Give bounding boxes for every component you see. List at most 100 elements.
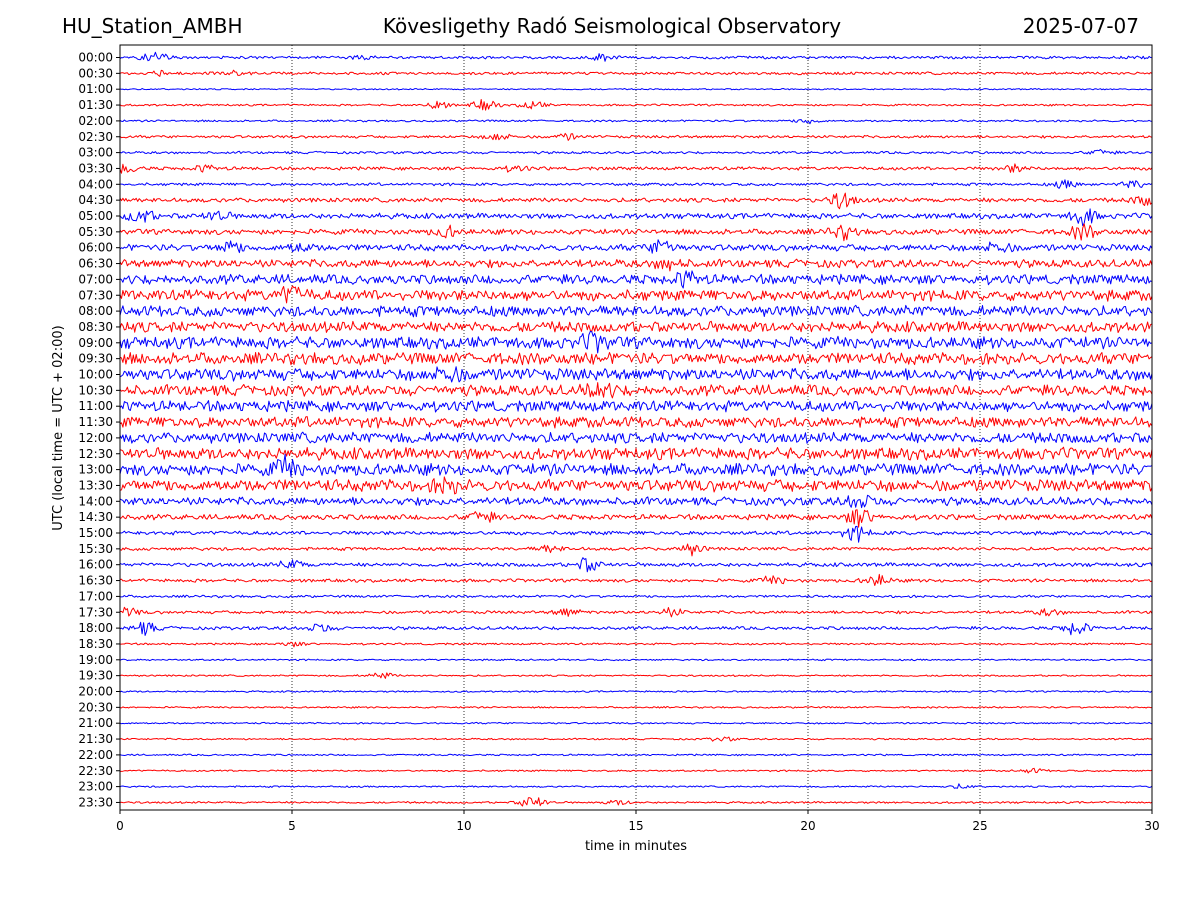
trace-1230 [119,446,1153,461]
trace-0530 [119,223,1153,242]
trace-1130 [119,416,1153,429]
trace-1830 [120,641,1153,648]
y-tick-label: 08:30 [78,320,113,334]
trace-0300 [119,149,1153,155]
y-tick-label: 11:30 [78,415,113,429]
y-tick-label: 21:00 [78,716,113,730]
x-tick-label: 30 [1144,819,1159,833]
trace-1000 [119,366,1153,383]
y-tick-label: 15:30 [78,542,113,556]
y-tick-label: 02:30 [78,130,113,144]
trace-0800 [119,304,1153,318]
y-tick-label: 04:00 [78,177,113,191]
trace-0100 [119,88,1153,91]
y-tick-label: 08:00 [78,304,113,318]
trace-2300 [119,783,1153,789]
trace-0000 [119,51,1153,62]
y-tick-label: 06:30 [78,257,113,271]
trace-0500 [119,208,1153,227]
y-tick-label: 17:30 [78,605,113,619]
trace-0900 [119,330,1153,354]
x-tick-label: 15 [628,819,643,833]
trace-0130 [119,99,1153,111]
y-tick-label: 14:30 [78,510,113,524]
y-tick-label: 07:30 [78,288,113,302]
x-tick-label: 10 [456,819,471,833]
y-tick-label: 20:00 [78,685,113,699]
trace-1400 [119,494,1153,509]
y-tick-label: 10:30 [78,383,113,397]
y-tick-label: 14:00 [78,494,113,508]
trace-0630 [119,258,1153,272]
trace-1430 [119,509,1153,528]
y-tick-label: 00:00 [78,51,113,65]
trace-0930 [119,352,1153,366]
y-tick-label: 06:00 [78,241,113,255]
x-tick-label: 0 [116,819,124,833]
station-name: HU_Station_AMBH [62,14,243,38]
y-tick-label: 16:30 [78,574,113,588]
trace-2130 [119,736,1153,742]
y-tick-label: 23:00 [78,780,113,794]
y-tick-label: 22:30 [78,764,113,778]
x-axis-label: time in minutes [585,839,687,854]
y-tick-label: 12:30 [78,447,113,461]
trace-0230 [119,132,1153,141]
trace-2230 [119,767,1153,774]
y-tick-label: 01:30 [78,98,113,112]
y-tick-label: 09:00 [78,336,113,350]
trace-0330 [119,163,1153,174]
y-tick-label: 21:30 [78,732,113,746]
y-tick-label: 01:00 [78,82,113,96]
y-tick-label: 05:00 [78,209,113,223]
trace-1200 [119,431,1153,444]
x-tick-label: 20 [800,819,815,833]
y-tick-label: 23:30 [78,795,113,809]
y-tick-label: 22:00 [78,748,113,762]
trace-1030 [119,382,1153,399]
y-tick-label: 10:00 [78,368,113,382]
y-tick-label: 13:00 [78,463,113,477]
y-tick-label: 13:30 [78,478,113,492]
y-tick-label: 15:00 [78,526,113,540]
y-tick-label: 02:00 [78,114,113,128]
trace-0830 [119,320,1153,334]
y-tick-label: 16:00 [78,558,113,572]
trace-1100 [119,400,1153,413]
chart-date: 2025-07-07 [1022,14,1139,38]
trace-1600 [119,557,1153,573]
trace-0600 [119,239,1153,254]
x-tick-layer: 0 5 10 15 20 25 30 [116,810,1160,833]
y-tick-label: 07:00 [78,272,113,286]
y-tick-label: 18:00 [78,621,113,635]
trace-1530 [119,543,1153,557]
trace-1800 [119,621,1153,636]
trace-0430 [119,192,1153,210]
trace-2030 [119,706,1152,709]
trace-2200 [119,753,1153,757]
x-tick-label: 25 [972,819,987,833]
y-tick-label: 18:30 [78,637,113,651]
trace-1300 [119,453,1153,478]
y-tick-label: 17:00 [78,589,113,603]
y-axis-label: UTC (local time = UTC + 02:00) [51,325,66,530]
trace-2330 [119,797,1153,807]
trace-layer [119,51,1153,807]
y-tick-label: 04:30 [78,193,113,207]
trace-0030 [119,69,1153,77]
y-tick-label: 03:30 [78,161,113,175]
trace-0400 [120,179,1153,189]
y-tick-label: 20:30 [78,700,113,714]
trace-1500 [119,525,1153,543]
trace-1630 [119,573,1153,586]
trace-2000 [119,690,1153,693]
x-tick-label: 5 [288,819,296,833]
y-tick-label: 12:00 [78,431,113,445]
y-tick-label: 00:30 [78,66,113,80]
y-tick-label: 19:00 [78,653,113,667]
trace-1930 [119,672,1153,679]
trace-1700 [119,594,1153,599]
trace-0730 [119,285,1153,304]
